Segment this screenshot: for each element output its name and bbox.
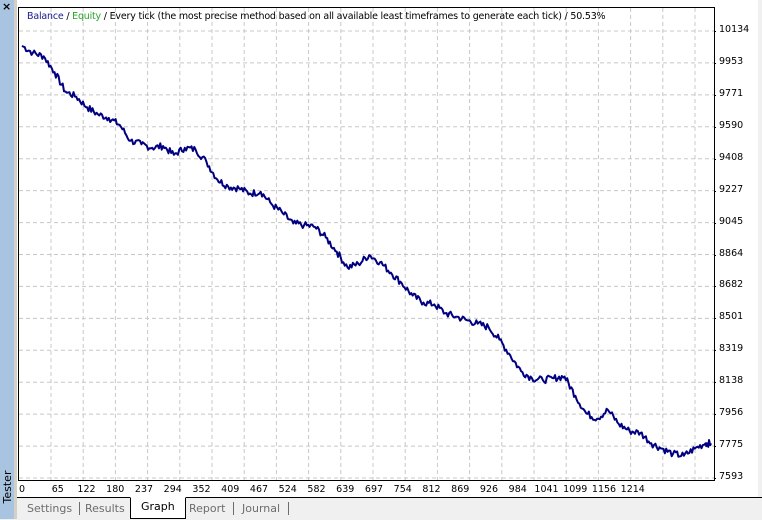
- chart-legend: Balance / Equity / Every tick (the most …: [27, 11, 606, 22]
- y-axis-tick: [714, 286, 716, 288]
- y-axis-tick: [714, 62, 716, 64]
- y-axis-label: 9771: [719, 87, 744, 99]
- tester-sidebar: × Tester: [0, 0, 14, 519]
- y-axis-label: 8501: [719, 311, 744, 323]
- x-axis-label: 812: [422, 484, 441, 495]
- window-edge: [758, 0, 762, 497]
- x-axis-label: 1214: [620, 484, 645, 495]
- y-axis-label: 10134: [719, 24, 750, 35]
- y-axis-tick: [714, 190, 716, 192]
- y-axis-label: 9045: [719, 215, 744, 227]
- chart-plot-area: Balance / Equity / Every tick (the most …: [18, 7, 715, 481]
- balance-line: [21, 44, 712, 458]
- legend-balance: Balance: [27, 11, 64, 22]
- x-axis-label: 467: [249, 484, 269, 495]
- y-axis-label: 7593: [719, 471, 744, 482]
- x-axis-label: 1156: [591, 484, 617, 495]
- y-axis-tick: [714, 350, 716, 352]
- legend-separator: /: [561, 11, 571, 22]
- x-axis-label: 0: [18, 484, 26, 495]
- legend-separator: /: [63, 11, 73, 22]
- x-axis-label: 1099: [563, 484, 588, 495]
- y-axis-label: 8864: [719, 247, 744, 259]
- balance-chart: [19, 8, 714, 480]
- x-axis-label: 65: [51, 484, 64, 495]
- x-axis-label: 639: [336, 484, 355, 495]
- tab-graph[interactable]: Graph: [130, 497, 186, 519]
- y-axis-label: 8319: [719, 343, 744, 355]
- y-axis-label: 9590: [719, 119, 744, 131]
- tab-settings[interactable]: Settings: [27, 502, 73, 515]
- y-axis-tick: [714, 158, 716, 160]
- y-axis-tick: [714, 254, 716, 256]
- y-axis-label: 7775: [719, 439, 744, 451]
- y-axis-label: 9227: [719, 183, 744, 195]
- graph-panel: Balance / Equity / Every tick (the most …: [17, 0, 762, 497]
- x-axis-label: 1041: [534, 484, 559, 495]
- y-axis-tick: [714, 382, 716, 384]
- x-axis-label: 869: [451, 484, 470, 495]
- tab-journal[interactable]: Journal: [242, 502, 281, 515]
- legend-separator: /: [100, 11, 110, 22]
- x-axis-label: 926: [479, 484, 499, 495]
- y-axis-label: 7956: [719, 407, 744, 419]
- sidebar-divider: [14, 0, 17, 519]
- legend-equity: Equity: [72, 11, 101, 22]
- tab-results[interactable]: Results: [85, 502, 125, 515]
- close-icon[interactable]: ×: [2, 0, 12, 13]
- x-axis-label: 352: [192, 484, 211, 495]
- y-axis-tick: [714, 94, 716, 96]
- tab-separator: [79, 502, 80, 515]
- y-axis-tick: [714, 478, 716, 479]
- x-axis-label: 582: [307, 484, 326, 495]
- y-axis-label: 9953: [719, 55, 744, 67]
- x-axis-label: 180: [106, 484, 125, 495]
- y-axis-label: 9408: [719, 151, 744, 163]
- x-axis-label: 697: [364, 484, 384, 495]
- x-axis-label: 237: [134, 484, 154, 495]
- x-axis-label: 294: [163, 484, 182, 495]
- y-axis-tick: [714, 222, 716, 224]
- x-axis-label: 524: [278, 484, 297, 495]
- y-axis-tick: [714, 31, 716, 32]
- x-axis-label: 409: [221, 484, 240, 495]
- x-axis-label: 984: [508, 484, 527, 495]
- tab-report[interactable]: Report: [189, 502, 226, 515]
- tester-tab-bar: Settings Results Graph Report Journal: [17, 497, 762, 520]
- y-axis-label: 8682: [719, 279, 744, 291]
- x-axis-label: 754: [393, 484, 412, 495]
- legend-modelling-quality: 50.53%: [570, 11, 606, 22]
- tab-separator: [288, 502, 289, 515]
- tab-separator: [233, 502, 234, 515]
- tester-panel-label: Tester: [1, 470, 14, 504]
- legend-model-description: Every tick (the most precise method base…: [109, 11, 562, 22]
- y-axis-tick: [714, 446, 716, 448]
- y-axis-label: 8138: [719, 375, 744, 387]
- x-axis-label: 122: [77, 484, 96, 495]
- y-axis-tick: [714, 318, 716, 320]
- y-axis-tick: [714, 126, 716, 128]
- y-axis-tick: [714, 414, 716, 416]
